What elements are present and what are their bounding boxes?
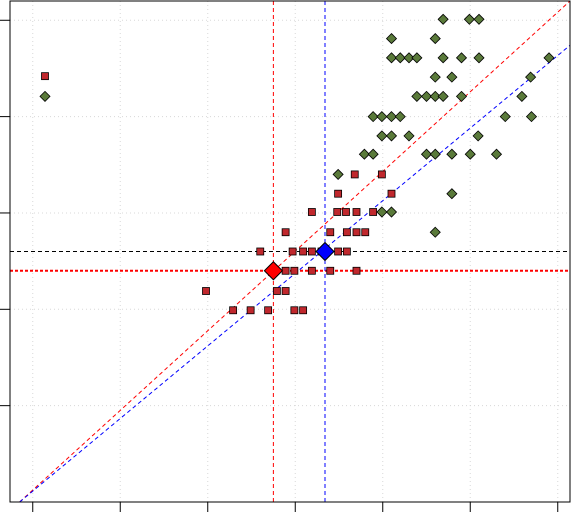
point (376, 130, 388, 142)
point (307, 247, 316, 256)
point (307, 208, 316, 216)
point (377, 170, 386, 179)
point (202, 287, 210, 295)
point (543, 52, 555, 64)
point (376, 111, 388, 123)
point (41, 72, 49, 81)
point (387, 189, 396, 198)
point (429, 90, 441, 102)
point (516, 90, 528, 102)
point (446, 71, 458, 83)
mean-point (315, 241, 335, 262)
point (455, 52, 468, 64)
point (246, 306, 255, 315)
point (525, 71, 537, 83)
point (394, 111, 406, 123)
point (385, 52, 398, 64)
point (358, 148, 370, 160)
point (429, 226, 441, 238)
point (376, 206, 388, 218)
point (499, 111, 511, 123)
point (369, 208, 378, 216)
point (342, 247, 351, 256)
point (352, 228, 361, 237)
point (352, 208, 361, 216)
point (429, 71, 441, 83)
point (332, 168, 344, 180)
point (411, 52, 423, 64)
point (437, 90, 449, 102)
point (229, 306, 238, 315)
point (256, 247, 265, 256)
point (472, 130, 484, 142)
point (39, 90, 51, 102)
point (463, 13, 475, 25)
point (420, 90, 433, 102)
point (326, 266, 335, 275)
point (446, 148, 458, 160)
mean-point (263, 261, 284, 281)
point (490, 148, 503, 160)
point (385, 111, 398, 123)
point (326, 228, 335, 237)
point (446, 188, 458, 200)
point (334, 247, 343, 256)
point (385, 130, 398, 142)
point (429, 148, 441, 160)
point (281, 266, 290, 275)
point (473, 13, 485, 25)
point (437, 52, 449, 64)
plot-frame (9, 0, 571, 503)
point (290, 266, 299, 275)
point (361, 228, 370, 237)
point (403, 52, 415, 64)
point (352, 266, 361, 275)
point (299, 306, 308, 315)
point (429, 33, 441, 45)
point (403, 130, 415, 142)
point (455, 90, 468, 102)
point (288, 247, 297, 256)
point (342, 208, 350, 216)
point (272, 287, 281, 295)
point (281, 228, 290, 237)
point (281, 287, 290, 295)
point (464, 148, 476, 160)
point (350, 170, 359, 179)
point (394, 52, 406, 64)
point (334, 189, 343, 198)
point (420, 148, 433, 160)
point (290, 306, 299, 315)
point (367, 148, 379, 160)
point (473, 52, 485, 64)
point (342, 228, 351, 237)
point (333, 208, 342, 216)
marks (10, 0, 571, 503)
point (437, 13, 449, 25)
point (385, 33, 398, 45)
point (385, 206, 398, 218)
point (411, 90, 423, 102)
point (367, 111, 379, 123)
point (307, 266, 316, 275)
point (525, 111, 538, 123)
point (299, 247, 308, 256)
point (264, 306, 273, 315)
